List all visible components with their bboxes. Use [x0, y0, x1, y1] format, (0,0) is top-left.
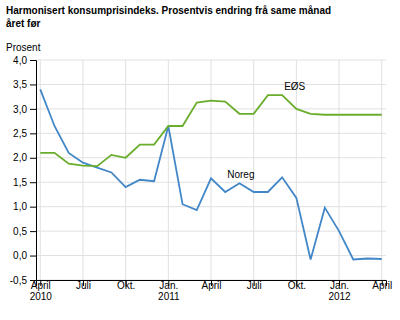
tick-label: 3,0	[13, 104, 27, 115]
tick-label: 1,5	[13, 177, 27, 188]
title-line: året før	[6, 18, 41, 29]
series-line	[40, 95, 381, 166]
tick-label-line: Jan.	[159, 280, 178, 291]
x-axis: April2010JuliOkt.Jan.2011AprilJuliOkt.Ja…	[30, 280, 393, 302]
tick-label: April	[372, 280, 392, 291]
tick-label: Juli	[247, 280, 262, 291]
tick-label-line: April	[31, 280, 51, 291]
axis-line	[30, 61, 37, 281]
title-line: Harmonisert konsumprisindeks. Prosentvis…	[6, 5, 331, 16]
y-axis: -0,5 0,0 0,5 1,0 1,5 2,0 2,5 3,0 3,5 4,0	[10, 55, 37, 286]
tick: 2,0	[13, 152, 36, 163]
grid-line	[40, 60, 41, 280]
tick-label-line: 2010	[30, 291, 53, 302]
tick-label: 1,0	[13, 201, 27, 212]
tick: 1,5	[13, 177, 36, 188]
tick-label: Jan.2011	[158, 280, 180, 302]
tick-label: Jan.2012	[328, 280, 351, 302]
tick-label: April2010	[30, 280, 53, 302]
tick: April	[201, 280, 221, 291]
tick: Jan.2011	[158, 280, 180, 302]
tick-mark	[30, 109, 36, 110]
tick-label: 2,0	[13, 152, 27, 163]
grid-line	[168, 60, 169, 280]
tick: 3,5	[13, 79, 36, 90]
chart: Harmonisert konsumprisindeks. Prosentvis…	[0, 0, 400, 320]
tick-label-line: 2012	[328, 291, 351, 302]
tick-label: 0,5	[13, 226, 27, 237]
tick: -0,5	[10, 275, 36, 286]
series-label: EØS	[284, 81, 305, 92]
tick: 2,5	[13, 128, 36, 139]
tick-label: 2,5	[13, 128, 27, 139]
tick-label: Okt.	[288, 280, 306, 291]
tick-label: Juli	[76, 280, 91, 291]
tick-label-line: April	[201, 280, 221, 291]
series-label: Noreg	[227, 169, 254, 180]
tick-mark	[30, 280, 36, 281]
tick-mark	[30, 158, 36, 159]
tick-mark	[30, 60, 36, 61]
tick: Juli	[247, 280, 262, 291]
tick-mark	[30, 182, 36, 183]
tick-label-line: Juli	[247, 280, 262, 291]
tick-label: 3,5	[13, 79, 27, 90]
tick-label-line: Jan.	[330, 280, 349, 291]
grid-line	[125, 60, 126, 280]
tick: 0,5	[13, 226, 36, 237]
plot-area	[40, 89, 381, 259]
grid-line	[82, 60, 83, 280]
tick: Okt.	[288, 280, 306, 291]
tick-mark	[30, 207, 36, 208]
tick: 0,0	[13, 250, 36, 261]
tick: Okt.	[117, 280, 135, 291]
tick-label-line: April	[372, 280, 392, 291]
tick-mark	[30, 256, 36, 257]
grid	[36, 60, 386, 280]
tick-label: 0,0	[13, 250, 27, 261]
tick-mark	[30, 133, 36, 134]
tick-mark	[30, 231, 36, 232]
tick: Jan.2012	[328, 280, 351, 302]
tick-label-line: 2011	[158, 291, 180, 302]
title: Harmonisert konsumprisindeks. Prosentvis…	[6, 5, 331, 29]
tick: Juli	[76, 280, 91, 291]
tick: 4,0	[13, 55, 36, 66]
tick-label: Okt.	[117, 280, 135, 291]
tick-label-line: Okt.	[288, 280, 306, 291]
tick-label: April	[201, 280, 221, 291]
grid-line	[381, 60, 382, 280]
grid-line	[211, 60, 212, 280]
tick-label-line: Okt.	[117, 280, 135, 291]
tick: April2010	[30, 280, 53, 302]
tick-mark	[30, 84, 36, 85]
tick: April	[372, 280, 392, 291]
tick-label: 4,0	[13, 55, 27, 66]
grid-line	[339, 60, 340, 280]
tick-label: -0,5	[10, 275, 28, 286]
y-axis-label: Prosent	[6, 42, 41, 53]
tick: 1,0	[13, 201, 36, 212]
tick-label-line: Juli	[76, 280, 91, 291]
tick: 3,0	[13, 104, 36, 115]
series-line	[40, 89, 381, 259]
grid-line	[296, 60, 297, 280]
